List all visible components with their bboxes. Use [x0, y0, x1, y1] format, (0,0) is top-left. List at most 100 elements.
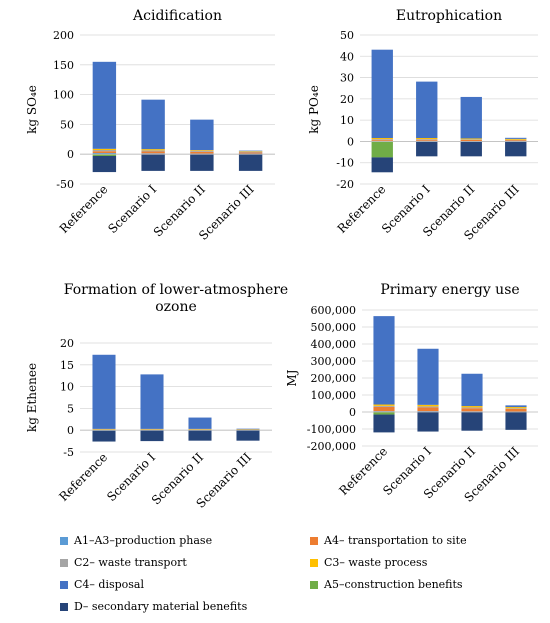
bar-segment-c2-waste-transport	[371, 139, 393, 140]
bar-segment-d-secondary-material-benefits	[505, 412, 527, 430]
bar-segment-c2-waste-transport	[461, 407, 483, 409]
bar-segment-c4-disposal	[190, 119, 214, 151]
y-tick-label: 50	[340, 29, 354, 42]
bar-segment-c4-disposal	[92, 354, 116, 429]
legend-label: C4– disposal	[74, 578, 145, 591]
legend-label: A5–construction benefits	[324, 578, 463, 591]
bar-segment-c3-waste-process	[140, 428, 164, 430]
legend-swatch	[60, 558, 68, 567]
y-axis-label: kg SO₄e	[25, 85, 39, 134]
bar-segment-a4-transportation-to-site	[371, 139, 393, 141]
bar-segment-c2-waste-transport	[188, 429, 212, 430]
bar-segment-d-secondary-material-benefits	[416, 141, 438, 157]
y-tick-label: 200,000	[311, 372, 357, 385]
bar-segment-c4-disposal	[417, 348, 439, 405]
bar-segment-c2-waste-transport	[417, 406, 439, 408]
bar-segment-c4-disposal	[505, 405, 527, 408]
bar-segment-c4-disposal	[238, 150, 263, 152]
y-tick-label: 0	[67, 148, 74, 161]
bar-segment-a4-transportation-to-site	[373, 406, 395, 412]
y-tick-label: 10	[340, 114, 354, 127]
bar-segment-c2-waste-transport	[505, 408, 527, 409]
bar-segment-c3-waste-process	[505, 407, 527, 409]
y-tick-label: 40	[340, 50, 354, 63]
bar-segment-c2-waste-transport	[416, 139, 438, 140]
legend-item: C2– waste transport	[60, 556, 187, 569]
bar-segment-c4-disposal	[371, 49, 393, 139]
bar-segment-c3-waste-process	[460, 138, 482, 140]
y-tick-label: -20	[336, 178, 354, 191]
bar-segment-c2-waste-transport	[92, 150, 117, 152]
bar-segment-d-secondary-material-benefits	[371, 157, 393, 173]
y-tick-label: 0	[349, 406, 356, 419]
bar-segment-d-secondary-material-benefits	[417, 412, 439, 432]
y-tick-label: -50	[56, 178, 74, 191]
bar-segment-d-secondary-material-benefits	[92, 155, 117, 173]
bar-segment-c3-waste-process	[190, 150, 214, 151]
bar-segment-a4-transportation-to-site	[238, 152, 263, 154]
y-tick-label: 0	[347, 135, 354, 148]
bar-segment-a1-a3-production-phase	[417, 411, 439, 412]
bar-segment-c4-disposal	[460, 96, 482, 139]
bar-segment-c4-disposal	[373, 316, 395, 405]
legend-label: D– secondary material benefits	[74, 600, 248, 613]
legend-label: C2– waste transport	[74, 556, 187, 569]
bar-segment-d-secondary-material-benefits	[140, 430, 164, 442]
bar-segment-a1-a3-production-phase	[141, 153, 165, 155]
bar-segment-c2-waste-transport	[190, 150, 214, 152]
bar-segment-d-secondary-material-benefits	[460, 141, 482, 157]
bar-segment-c3-waste-process	[416, 138, 438, 140]
y-tick-label: -10	[336, 157, 354, 170]
legend-item: C4– disposal	[60, 578, 144, 591]
bar-segment-d-secondary-material-benefits	[188, 430, 212, 441]
bar-segment-a5-construction-benefits	[371, 141, 393, 158]
bar-segment-c4-disposal	[236, 428, 260, 430]
bar-segment-c4-disposal	[141, 99, 165, 150]
legend-swatch	[310, 558, 318, 567]
bar-segment-c2-waste-transport	[238, 151, 263, 153]
bar-segment-a4-transportation-to-site	[190, 151, 214, 154]
bar-segment-a1-a3-production-phase	[92, 153, 117, 155]
y-tick-label: -5	[63, 446, 74, 459]
bar-segment-c3-waste-process	[92, 148, 117, 151]
bar-segment-a4-transportation-to-site	[461, 408, 483, 412]
legend-item: A4– transportation to site	[310, 534, 467, 547]
legend-item: A5–construction benefits	[310, 578, 463, 591]
bar-segment-d-secondary-material-benefits	[190, 154, 214, 171]
legend-label: C3– waste process	[324, 556, 428, 569]
bar-segment-c3-waste-process	[188, 428, 212, 430]
bar-segment-c2-waste-transport	[140, 429, 164, 430]
y-tick-label: 5	[67, 402, 74, 415]
legend-item: C3– waste process	[310, 556, 427, 569]
legend-swatch	[310, 536, 318, 545]
bar-segment-c4-disposal	[188, 417, 212, 429]
bar-segment-c3-waste-process	[141, 149, 165, 151]
y-tick-label: -200,000	[307, 440, 356, 453]
y-tick-label: 100,000	[311, 389, 357, 402]
y-tick-label: 300,000	[311, 355, 357, 368]
y-tick-label: 30	[340, 72, 354, 85]
y-tick-label: -100,000	[307, 423, 356, 436]
bar-segment-d-secondary-material-benefits	[461, 412, 483, 431]
bar-segment-a4-transportation-to-site	[417, 407, 439, 412]
bar-segment-c3-waste-process	[236, 429, 260, 430]
bar-segment-d-secondary-material-benefits	[505, 141, 527, 157]
legend-label: A1–A3–production phase	[74, 534, 213, 547]
bar-segment-c2-waste-transport	[460, 139, 482, 140]
chart-title: Acidification	[132, 8, 222, 24]
bar-segment-c3-waste-process	[505, 138, 527, 140]
bar-segment-d-secondary-material-benefits	[236, 430, 260, 441]
legend-item: A1–A3–production phase	[60, 534, 212, 547]
bar-segment-a4-transportation-to-site	[460, 139, 482, 142]
y-tick-label: 0	[67, 424, 74, 437]
bar-segment-a1-a3-production-phase	[373, 411, 395, 412]
bar-segment-d-secondary-material-benefits	[238, 154, 263, 171]
chart-title: Primary energy use	[380, 282, 519, 298]
y-tick-label: 50	[60, 118, 74, 131]
bar-segment-c3-waste-process	[371, 138, 393, 140]
bar-segment-c4-disposal	[461, 373, 483, 407]
chart-title: Formation of lower-atmosphere	[64, 282, 288, 298]
y-tick-label: 400,000	[311, 338, 357, 351]
y-tick-label: 100	[53, 89, 74, 102]
